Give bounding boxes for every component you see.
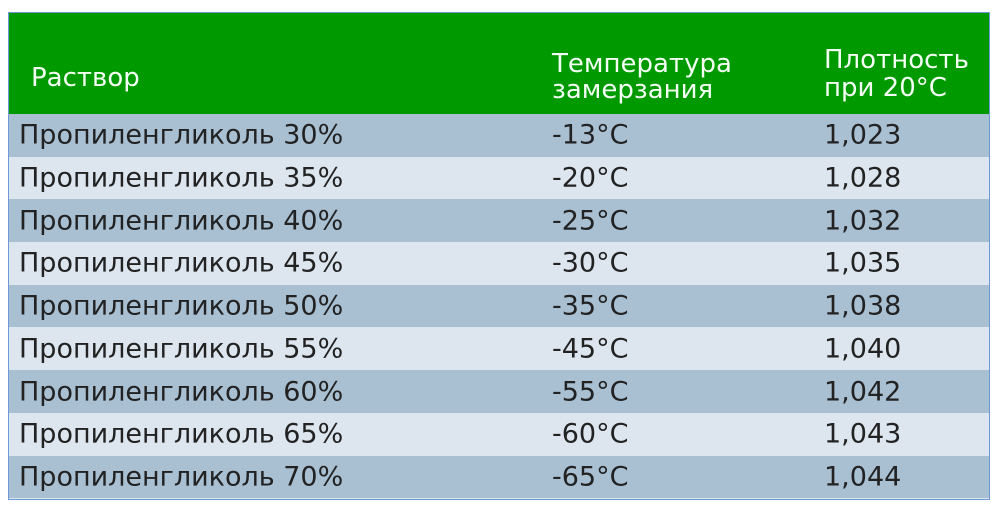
table-row: Пропиленгликоль 40% -25°C 1,032 — [9, 199, 989, 243]
cell-solution: Пропиленгликоль 50% — [19, 290, 344, 322]
header-freezing-temp-line2: замерзания — [552, 75, 714, 105]
cell-solution: Пропиленгликоль 30% — [19, 119, 344, 151]
header-solution: Раствор — [31, 63, 140, 93]
table-header: Раствор Температура замерзания Плотность… — [9, 13, 989, 114]
table-row: Пропиленгликоль 35% -20°C 1,028 — [9, 156, 989, 200]
cell-solution: Пропиленгликоль 45% — [19, 247, 344, 279]
cell-freezing-temp: -20°C — [552, 162, 629, 194]
cell-density: 1,040 — [824, 333, 902, 365]
table-row: Пропиленгликоль 70% -65°C 1,044 — [9, 455, 989, 499]
cell-solution: Пропиленгликоль 35% — [19, 162, 344, 194]
header-freezing-temp-line1: Температура — [552, 49, 732, 79]
header-density-line1: Плотность — [824, 45, 969, 75]
cell-solution: Пропиленгликоль 70% — [19, 461, 344, 493]
cell-solution: Пропиленгликоль 60% — [19, 376, 344, 408]
cell-density: 1,032 — [824, 205, 902, 237]
cell-freezing-temp: -65°C — [552, 461, 629, 493]
cell-solution: Пропиленгликоль 65% — [19, 418, 344, 450]
table-row: Пропиленгликоль 30% -13°C 1,023 — [9, 114, 989, 157]
cell-density: 1,023 — [824, 119, 902, 151]
cell-freezing-temp: -45°C — [552, 333, 629, 365]
cell-density: 1,043 — [824, 418, 902, 450]
cell-freezing-temp: -60°C — [552, 418, 629, 450]
table-row: Пропиленгликоль 45% -30°C 1,035 — [9, 242, 989, 285]
table-row: Пропиленгликоль 55% -45°C 1,040 — [9, 327, 989, 371]
cell-density: 1,035 — [824, 247, 902, 279]
antifreeze-table: Раствор Температура замерзания Плотность… — [8, 12, 990, 500]
cell-density: 1,044 — [824, 461, 902, 493]
table-row: Пропиленгликоль 60% -55°C 1,042 — [9, 370, 989, 413]
cell-freezing-temp: -30°C — [552, 247, 629, 279]
cell-density: 1,042 — [824, 376, 902, 408]
table-row: Пропиленгликоль 65% -60°C 1,043 — [9, 412, 989, 456]
header-density-line2: при 20°C — [824, 73, 947, 103]
cell-freezing-temp: -13°C — [552, 119, 629, 151]
cell-density: 1,038 — [824, 290, 902, 322]
cell-freezing-temp: -55°C — [552, 376, 629, 408]
cell-freezing-temp: -25°C — [552, 205, 629, 237]
table-row: Пропиленгликоль 50% -35°C 1,038 — [9, 284, 989, 328]
cell-solution: Пропиленгликоль 40% — [19, 205, 344, 237]
cell-density: 1,028 — [824, 162, 902, 194]
cell-solution: Пропиленгликоль 55% — [19, 333, 344, 365]
cell-freezing-temp: -35°C — [552, 290, 629, 322]
